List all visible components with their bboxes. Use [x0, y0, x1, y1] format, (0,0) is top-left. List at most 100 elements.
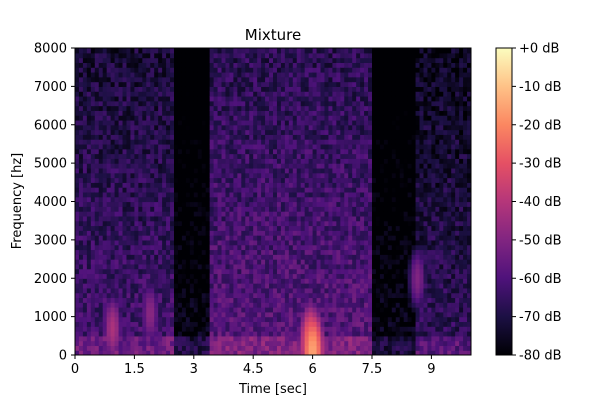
heatmap-cell: [154, 345, 159, 351]
heatmap-cell: [273, 331, 278, 337]
heatmap-cell: [170, 235, 175, 241]
heatmap-cell: [344, 57, 349, 63]
heatmap-cell: [276, 139, 282, 145]
heatmap-cell: [185, 292, 191, 299]
heatmap-cell: [177, 287, 183, 294]
heatmap-cell: [106, 278, 112, 284]
heatmap-cell: [253, 52, 258, 59]
heatmap-cell: [75, 167, 80, 174]
heatmap-cell: [379, 307, 385, 313]
heatmap-cell: [245, 220, 250, 227]
heatmap-cell: [177, 350, 183, 355]
heatmap-cell: [193, 110, 199, 116]
heatmap-cell: [134, 211, 139, 217]
heatmap-cell: [150, 283, 155, 289]
heatmap-cell: [300, 292, 306, 299]
heatmap-cell: [269, 86, 274, 92]
heatmap-cell: [332, 283, 337, 289]
heatmap-cell: [90, 297, 96, 303]
heatmap-cell: [280, 167, 286, 174]
heatmap-cell: [134, 134, 139, 140]
heatmap-cell: [300, 163, 306, 169]
heatmap-cell: [122, 153, 128, 159]
heatmap-cell: [237, 211, 242, 217]
heatmap-cell: [86, 292, 92, 299]
heatmap-cell: [332, 124, 337, 131]
heatmap-cell: [336, 259, 341, 265]
heatmap-cell: [241, 244, 246, 251]
heatmap-cell: [280, 297, 286, 303]
heatmap-cell: [364, 95, 369, 102]
heatmap-cell: [300, 239, 306, 246]
heatmap-cell: [253, 167, 258, 174]
heatmap-cell: [142, 191, 147, 198]
heatmap-cell: [304, 105, 310, 111]
heatmap-cell: [276, 321, 282, 327]
heatmap-cell: [257, 230, 262, 236]
heatmap-cell: [213, 316, 219, 323]
heatmap-cell: [324, 115, 330, 121]
heatmap-cell: [162, 67, 167, 73]
heatmap-cell: [261, 86, 266, 92]
heatmap-cell: [340, 292, 345, 299]
heatmap-cell: [122, 158, 128, 164]
heatmap-cell: [197, 191, 203, 198]
heatmap-cell: [162, 326, 167, 332]
heatmap-cell: [177, 206, 183, 212]
heatmap-cell: [265, 331, 270, 337]
heatmap-cell: [138, 148, 143, 155]
heatmap-cell: [90, 263, 96, 270]
heatmap-cell: [185, 249, 191, 255]
heatmap-cell: [364, 76, 369, 83]
heatmap-cell: [379, 187, 385, 193]
heatmap-cell: [308, 91, 314, 97]
heatmap-cell: [181, 163, 187, 169]
heatmap-cell: [154, 283, 159, 289]
heatmap-cell: [360, 287, 365, 294]
heatmap-cell: [205, 297, 211, 303]
heatmap-cell: [181, 311, 187, 318]
heatmap-cell: [368, 91, 373, 97]
heatmap-cell: [316, 182, 322, 188]
heatmap-cell: [356, 307, 361, 313]
heatmap-cell: [269, 273, 274, 279]
heatmap-cell: [162, 287, 167, 294]
heatmap-cell: [269, 340, 274, 347]
heatmap-cell: [316, 134, 322, 140]
heatmap-cell: [158, 91, 163, 97]
heatmap-cell: [288, 196, 294, 203]
heatmap-cell: [229, 182, 234, 188]
heatmap-cell: [118, 191, 124, 198]
heatmap-cell: [364, 115, 369, 121]
heatmap-cell: [276, 287, 282, 294]
heatmap-cell: [221, 191, 227, 198]
heatmap-cell: [162, 153, 167, 159]
heatmap-cell: [324, 225, 330, 231]
heatmap-cell: [110, 95, 116, 102]
heatmap-cell: [185, 110, 191, 116]
heatmap-cell: [261, 254, 266, 260]
heatmap-cell: [280, 86, 286, 92]
heatmap-cell: [300, 110, 306, 116]
heatmap-cell: [340, 340, 345, 347]
heatmap-cell: [269, 331, 274, 337]
heatmap-cell: [158, 278, 163, 284]
heatmap-cell: [82, 287, 88, 294]
heatmap-cell: [197, 239, 203, 246]
heatmap-cell: [233, 163, 238, 169]
heatmap-cell: [344, 119, 349, 126]
heatmap-cell: [174, 206, 179, 212]
heatmap-cell: [209, 206, 215, 212]
heatmap-cell: [205, 244, 211, 251]
heatmap-cell: [114, 316, 120, 323]
heatmap-cell: [229, 139, 234, 145]
heatmap-cell: [352, 316, 357, 323]
heatmap-cell: [253, 163, 258, 169]
heatmap-cell: [304, 307, 310, 313]
heatmap-cell: [328, 316, 333, 323]
heatmap-cell: [300, 316, 306, 323]
heatmap-cell: [273, 148, 278, 155]
heatmap-cell: [154, 57, 159, 63]
heatmap-cell: [86, 153, 92, 159]
heatmap-cell: [253, 153, 258, 159]
